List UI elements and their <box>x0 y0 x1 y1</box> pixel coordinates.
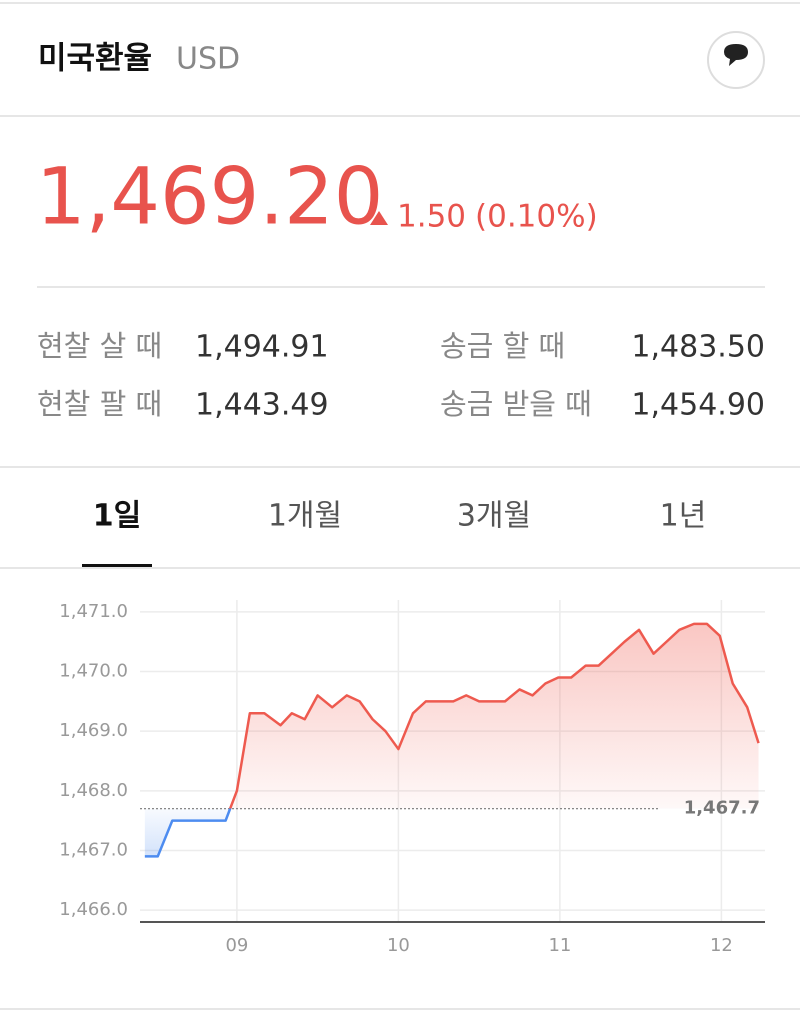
area <box>144 623 759 857</box>
chat-icon[interactable] <box>724 44 748 66</box>
currency-code: USD <box>176 42 240 77</box>
tab-label[interactable]: 3개월 <box>457 499 531 534</box>
tab[interactable]: 1일 <box>82 499 152 569</box>
tab[interactable]: 1개월 <box>268 499 342 534</box>
rate-label: 송금 할 때 <box>440 329 565 363</box>
tab-label[interactable]: 1개월 <box>268 499 342 534</box>
y-tick-label: 1,471.0 <box>59 601 128 622</box>
chat-button[interactable] <box>707 31 765 89</box>
rate-label: 송금 받을 때 <box>440 387 592 421</box>
tab[interactable]: 3개월 <box>457 499 531 534</box>
rate-label: 현찰 팔 때 <box>37 387 162 421</box>
reference-label: 1,467.7 <box>684 798 760 819</box>
tab-label[interactable]: 1년 <box>660 499 707 534</box>
price: 1,469.20 <box>36 152 383 242</box>
rate-value: 1,483.50 <box>631 330 765 365</box>
y-tick-label: 1,468.0 <box>59 780 128 801</box>
y-tick-label: 1,466.0 <box>59 899 128 920</box>
tab-indicator[interactable] <box>82 564 152 568</box>
up-arrow <box>370 211 388 225</box>
y-tick-label: 1,467.0 <box>59 839 128 860</box>
price-change-percent: (0.10%) <box>475 199 598 235</box>
y-tick-label: 1,470.0 <box>59 661 128 682</box>
y-tick-label: 1,469.0 <box>59 720 128 741</box>
tab-label[interactable]: 1일 <box>93 499 141 534</box>
line <box>144 622 760 858</box>
rate-value: 1,454.90 <box>631 388 765 423</box>
tab[interactable]: 1년 <box>660 499 707 534</box>
x-tick-label: 11 <box>548 935 571 956</box>
title: 미국환율 <box>38 41 152 77</box>
rate-label: 현찰 살 때 <box>37 329 162 363</box>
price-change: 1.50 <box>397 199 466 235</box>
rate-value: 1,494.91 <box>195 330 329 365</box>
tab-bar: 1일 1개월 3개월 1년 <box>82 499 707 569</box>
x-tick-label: 09 <box>225 935 248 956</box>
chart: 1,466.0 1,467.0 1,468.0 1,469.0 1,470.0 1,471… <box>59 600 765 956</box>
rate-value: 1,443.49 <box>195 388 329 423</box>
x-tick-label: 12 <box>710 935 733 956</box>
x-tick-label: 10 <box>387 935 410 956</box>
